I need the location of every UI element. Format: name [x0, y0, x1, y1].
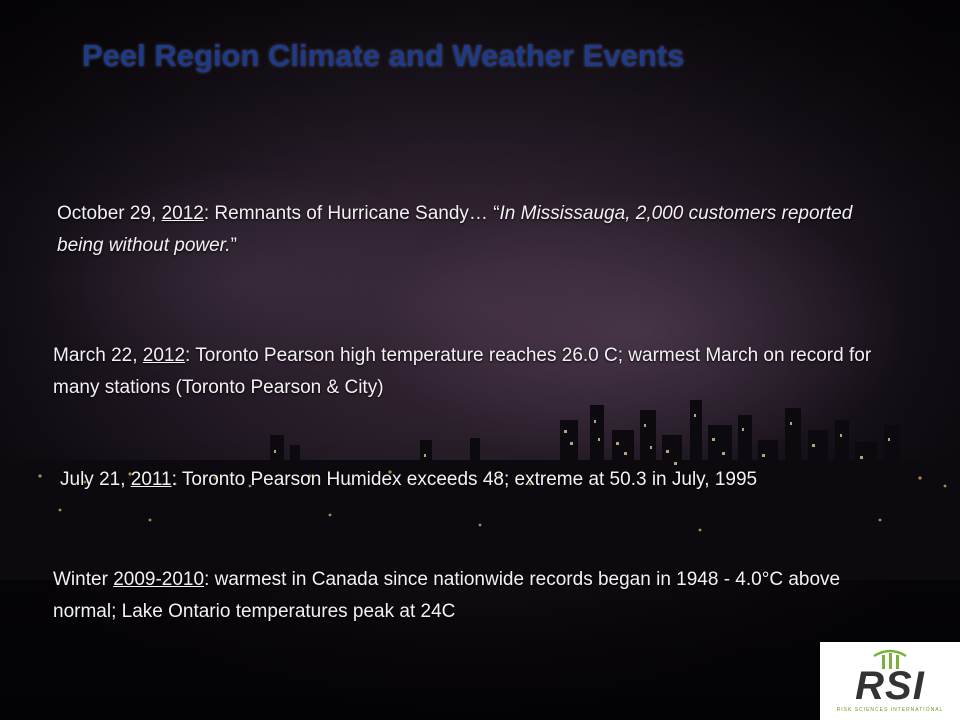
event-date: March 22, [53, 345, 143, 366]
event-march-heat: March 22, 2012: Toronto Pearson high tem… [53, 340, 903, 404]
event-quote-end: ” [230, 235, 237, 256]
slide-title: Peel Region Climate and Weather Events [82, 38, 685, 73]
event-date: Winter [53, 569, 114, 590]
event-text: : Toronto Pearson Humidex exceeds 48; ex… [171, 469, 758, 490]
event-year-link[interactable]: 2009-2010 [113, 569, 205, 590]
rsi-logo-tagline: RISK SCIENCES INTERNATIONAL [836, 707, 944, 713]
event-date: July 21, [60, 469, 131, 490]
event-year-link[interactable]: 2012 [142, 345, 186, 366]
rsi-logo-mark-icon [873, 649, 907, 669]
event-year-link[interactable]: 2011 [130, 469, 172, 490]
event-text: : Remnants of Hurricane Sandy… “ [203, 203, 500, 224]
event-text: : warmest in Canada since nationwide rec… [53, 569, 841, 622]
event-hurricane-sandy: October 29, 2012: Remnants of Hurricane … [57, 198, 857, 262]
event-winter-warmth: Winter 2009-2010: warmest in Canada sinc… [53, 564, 903, 628]
event-date: October 29, [57, 203, 162, 224]
rsi-logo-name: RSI [855, 664, 925, 708]
city-skyline-image [0, 400, 960, 580]
rsi-logo: RSI RISK SCIENCES INTERNATIONAL [820, 642, 960, 720]
event-humidex: July 21, 2011: Toronto Pearson Humidex e… [60, 464, 900, 496]
event-quote: In Mississauga, 2,000 customers reported… [57, 203, 853, 256]
event-year-link[interactable]: 2012 [161, 203, 204, 224]
event-text: : Toronto Pearson high temperature reach… [53, 345, 872, 398]
